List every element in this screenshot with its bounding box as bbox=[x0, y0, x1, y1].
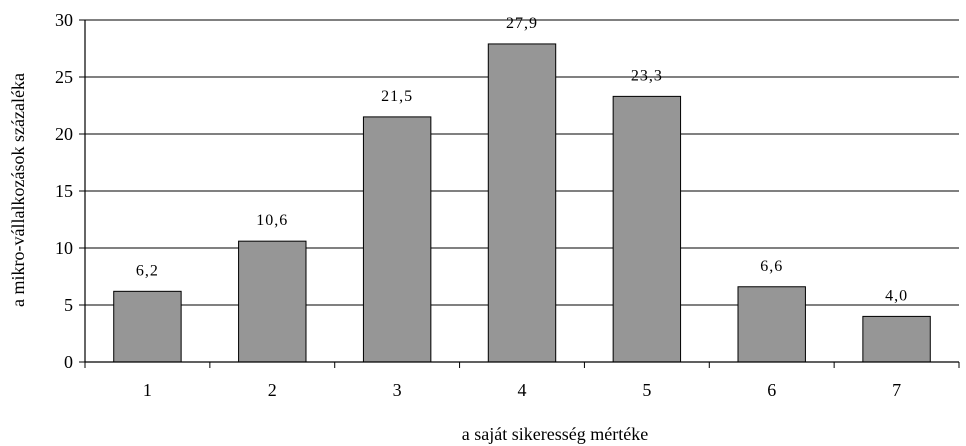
y-tick-label: 0 bbox=[64, 352, 73, 372]
bar bbox=[113, 290, 182, 363]
y-tick-label: 10 bbox=[55, 238, 73, 258]
y-tick-label: 20 bbox=[55, 124, 73, 144]
data-label: 23,3 bbox=[631, 67, 663, 84]
x-axis-title: a saját sikeresség mértéke bbox=[462, 424, 648, 444]
x-tick-label: 6 bbox=[767, 380, 776, 400]
data-label: 6,6 bbox=[760, 258, 783, 275]
bar bbox=[737, 286, 806, 363]
bar bbox=[362, 116, 432, 363]
data-label: 6,2 bbox=[136, 262, 159, 279]
bar bbox=[487, 43, 557, 363]
data-label: 21,5 bbox=[381, 88, 413, 105]
bar bbox=[612, 95, 682, 363]
labels: 0 5 10 15 20 25 30 6,2 1 10,6 2 21,5 3 27,9 4 23,3 5 6,6 6… bbox=[55, 10, 908, 400]
bar bbox=[862, 315, 931, 363]
x-tick-label: 5 bbox=[642, 380, 651, 400]
bar bbox=[238, 240, 307, 363]
y-tick-label: 15 bbox=[55, 181, 73, 201]
x-tick-label: 7 bbox=[892, 380, 901, 400]
axes bbox=[79, 19, 960, 368]
x-tick-label: 2 bbox=[268, 380, 277, 400]
x-tick-label: 3 bbox=[393, 380, 402, 400]
y-tick-label: 30 bbox=[55, 10, 73, 30]
y-tick-label: 5 bbox=[64, 295, 73, 315]
data-label: 27,9 bbox=[506, 15, 538, 32]
x-tick-label: 4 bbox=[518, 380, 527, 400]
y-tick-label: 25 bbox=[55, 67, 73, 87]
data-label: 10,6 bbox=[256, 212, 288, 229]
bars bbox=[113, 43, 931, 363]
data-label: 4,0 bbox=[885, 287, 908, 304]
y-axis-title: a mikro-vállalkozások százaléka bbox=[8, 73, 28, 307]
x-tick-label: 1 bbox=[143, 380, 152, 400]
